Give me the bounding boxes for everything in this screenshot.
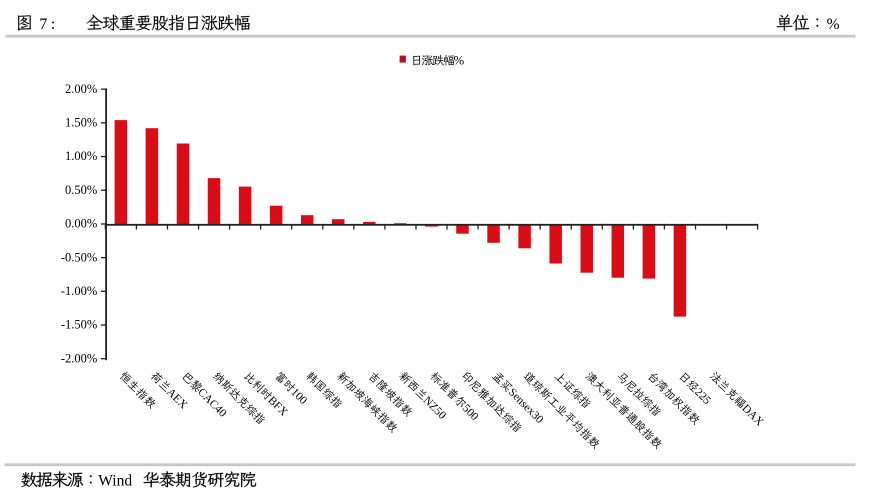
svg-text:-2.00%: -2.00% xyxy=(61,351,97,365)
svg-text:1.50%: 1.50% xyxy=(65,116,97,130)
svg-text:-1.00%: -1.00% xyxy=(61,284,97,298)
svg-text:1.00%: 1.00% xyxy=(65,149,97,163)
svg-text:%: % xyxy=(827,16,840,33)
svg-text:2.00%: 2.00% xyxy=(65,82,97,96)
svg-text::: : xyxy=(51,16,55,33)
svg-text:Wind: Wind xyxy=(98,473,132,490)
svg-text:%: % xyxy=(453,53,464,68)
svg-text:7: 7 xyxy=(39,16,47,33)
svg-text:0.50%: 0.50% xyxy=(65,183,97,197)
svg-text:0.00%: 0.00% xyxy=(65,217,97,231)
svg-text:-0.50%: -0.50% xyxy=(61,250,97,264)
svg-text:-1.50%: -1.50% xyxy=(61,318,97,332)
